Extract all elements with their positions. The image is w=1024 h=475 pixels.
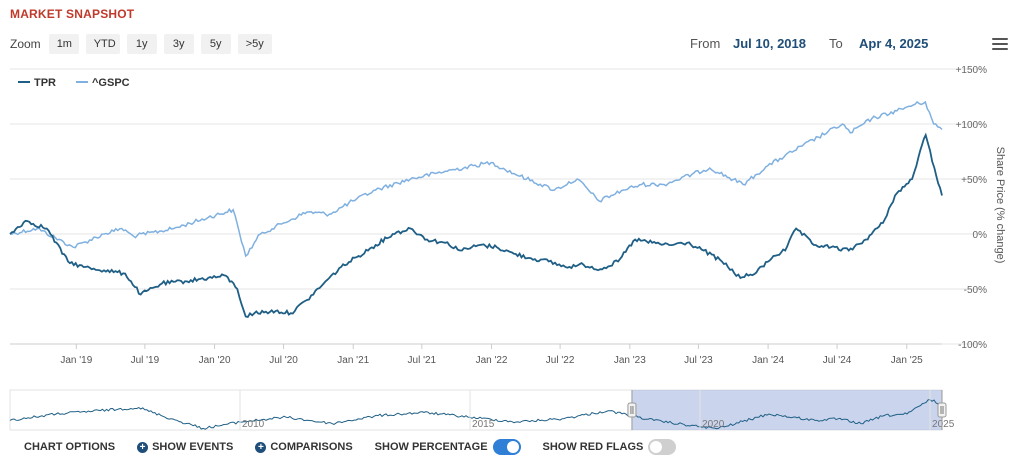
zoom-3y-button[interactable]: 3y (163, 34, 194, 54)
show-events-button[interactable]: + SHOW EVENTS (137, 441, 233, 453)
zoom-controls: Zoom 1m YTD 1y 3y 5y >5y (10, 34, 279, 54)
navigator-right-handle[interactable] (937, 402, 947, 418)
x-tick-label: Jan '25 (891, 355, 923, 366)
from-label: From (690, 36, 721, 51)
zoom-max-button[interactable]: >5y (237, 34, 272, 54)
y-tick-label: -50% (964, 285, 987, 296)
x-tick-label: Jan '22 (476, 355, 508, 366)
from-date-input[interactable]: Jul 10, 2018 (733, 36, 806, 51)
navigator-label: 2015 (472, 419, 495, 430)
to-label: To (829, 36, 843, 51)
show-red-flags-option: SHOW RED FLAGS (543, 439, 677, 455)
zoom-1m-button[interactable]: 1m (48, 34, 79, 54)
chart-options-label: CHART OPTIONS (24, 441, 116, 453)
y-axis-label: Share Price (% change) (994, 147, 1006, 264)
comparisons-label: COMPARISONS (270, 441, 353, 453)
show-red-flags-label: SHOW RED FLAGS (542, 441, 644, 453)
y-tick-label: 0% (973, 230, 988, 241)
navigator-series-line (9, 399, 941, 430)
x-tick-label: Jan '24 (752, 355, 784, 366)
chart-series (9, 100, 943, 319)
zoom-label: Zoom (10, 37, 41, 51)
x-tick-label: Jan '21 (337, 355, 369, 366)
plus-icon: + (255, 441, 267, 453)
navigator-selection[interactable] (631, 390, 942, 430)
y-tick-label: +100% (956, 120, 988, 131)
show-events-label: SHOW EVENTS (152, 441, 234, 453)
x-tick-label: Jan '20 (199, 355, 231, 366)
x-tick-label: Jul '20 (269, 355, 298, 366)
series-line-gspc (9, 100, 943, 258)
x-tick-label: Jul '21 (408, 355, 437, 366)
chart-grid (10, 68, 982, 345)
plus-icon: + (137, 441, 149, 453)
x-tick-label: Jan '23 (614, 355, 646, 366)
legend-item-0[interactable]: TPR (34, 77, 56, 89)
navigator-label: 2010 (242, 419, 265, 430)
to-date-input[interactable]: Apr 4, 2025 (859, 36, 929, 51)
y-tick-label: +150% (956, 65, 988, 76)
comparisons-button[interactable]: + COMPARISONS (255, 441, 353, 453)
navigator-label: 2020 (702, 419, 725, 430)
zoom-1y-button[interactable]: 1y (126, 34, 157, 54)
x-tick-label: Jul '24 (823, 355, 852, 366)
series-line-tpr (9, 132, 943, 319)
legend-item-1[interactable]: ^GSPC (92, 77, 130, 89)
hamburger-menu-icon[interactable] (992, 38, 1008, 52)
zoom-ytd-button[interactable]: YTD (85, 34, 120, 54)
show-percentage-label: SHOW PERCENTAGE (374, 441, 488, 453)
chart-options-bar: CHART OPTIONS + SHOW EVENTS + COMPARISON… (0, 432, 1024, 462)
y-tick-label: -100% (958, 340, 987, 351)
main-chart: +150% +100% +50% 0% -50% -100% Jan '19 Jul '19… (9, 65, 1006, 431)
page-title: MARKET SNAPSHOT (10, 7, 135, 21)
navigator-left-handle[interactable] (627, 402, 637, 418)
show-red-flags-toggle[interactable] (648, 439, 677, 455)
show-percentage-toggle[interactable] (492, 439, 521, 455)
navigator: 2010 2015 2020 2025 (9, 389, 955, 431)
zoom-5y-button[interactable]: 5y (200, 34, 231, 54)
chart-legend: TPR ^GSPC (18, 77, 130, 89)
y-axis-ticks: +150% +100% +50% 0% -50% -100% (956, 65, 988, 351)
x-tick-label: Jan '19 (60, 355, 92, 366)
y-tick-label: +50% (961, 175, 987, 186)
x-tick-label: Jul '19 (131, 355, 160, 366)
x-tick-label: Jul '23 (684, 355, 713, 366)
x-tick-label: Jul '22 (546, 355, 575, 366)
x-axis-ticks: Jan '19 Jul '19 Jan '20 Jul '20 Jan '21 Jul '… (10, 343, 942, 366)
navigator-label: 2025 (932, 419, 955, 430)
show-percentage-option: SHOW PERCENTAGE (375, 439, 521, 455)
